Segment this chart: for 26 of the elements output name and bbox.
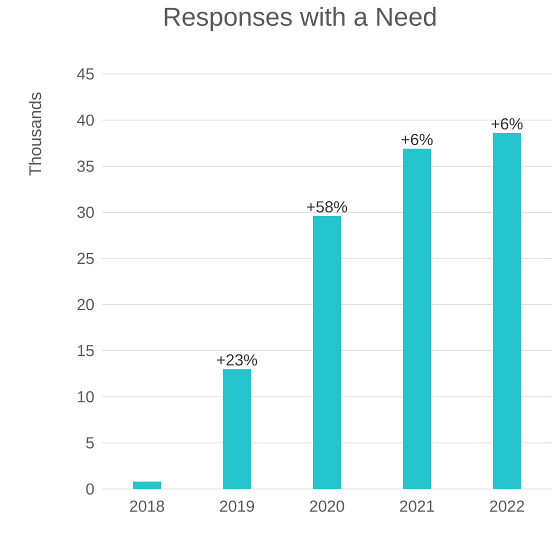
y-tick-label: 0 <box>86 483 94 495</box>
chart-title: Responses with a Need <box>164 6 436 32</box>
annotation: +6% <box>492 118 523 130</box>
y-tick-label: 10 <box>78 391 94 402</box>
annotation: +6% <box>402 134 433 146</box>
y-tick-label: 30 <box>77 206 94 218</box>
annotation: +58% <box>307 201 348 212</box>
y-tick-label: 20 <box>77 298 94 310</box>
annotation: +23% <box>217 354 258 366</box>
y-tick-label: 25 <box>77 252 94 264</box>
y-tick-label: 40 <box>77 114 94 126</box>
y-tick-label: 45 <box>77 68 94 80</box>
bar <box>313 216 341 489</box>
bar <box>223 369 251 489</box>
x-tick-label: 2019 <box>220 500 254 512</box>
y-axis-title: Thousands <box>28 92 42 176</box>
y-tick-label: 35 <box>77 160 94 172</box>
x-tick-label: 2018 <box>130 500 164 512</box>
y-tick-label: 15 <box>78 345 94 356</box>
x-tick-label: 2021 <box>400 500 434 512</box>
bar <box>133 482 161 489</box>
x-tick-label: 2022 <box>490 500 524 512</box>
bar <box>403 148 432 489</box>
x-tick-label: 2020 <box>310 500 344 512</box>
y-tick-label: 5 <box>86 437 94 448</box>
bar <box>493 133 522 489</box>
